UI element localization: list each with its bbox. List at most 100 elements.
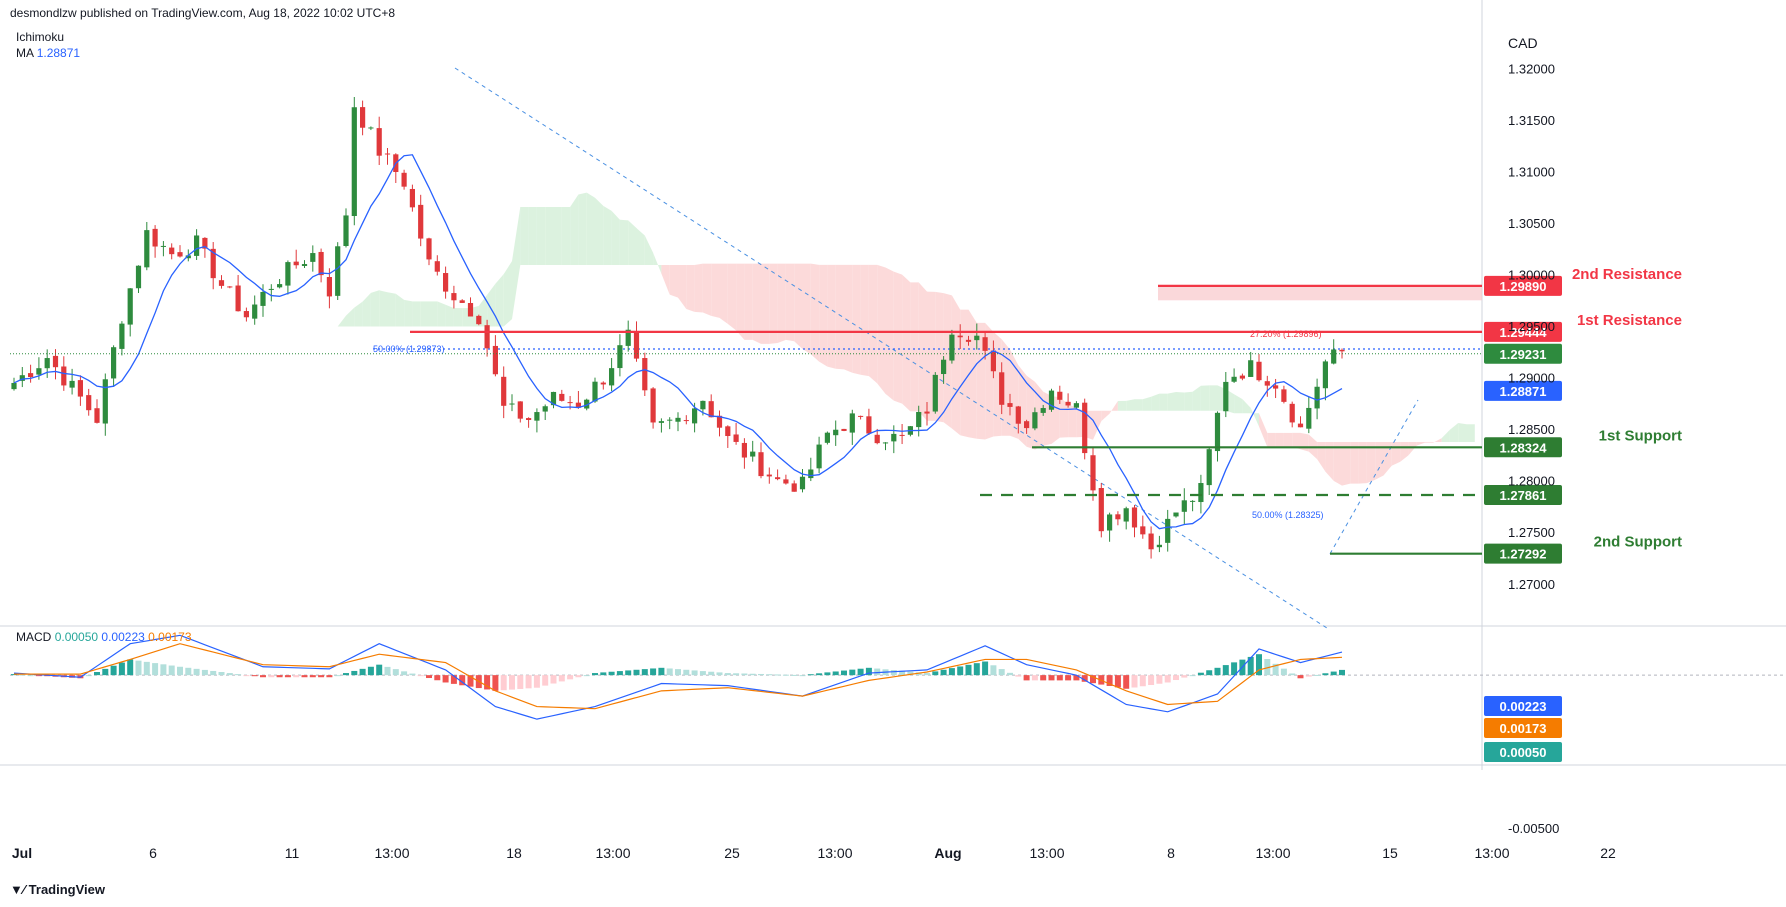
moving-average xyxy=(13,154,1343,530)
candle-body xyxy=(866,416,872,434)
candle-body xyxy=(61,366,67,386)
cloud-segment xyxy=(611,210,620,266)
candle-body xyxy=(467,303,474,317)
level-price-badge xyxy=(1484,437,1562,458)
macd-histogram-bar xyxy=(1222,665,1229,676)
macd-histogram-bar xyxy=(1156,675,1163,684)
macd-histogram-bar xyxy=(907,671,914,676)
cloud-segment xyxy=(868,264,878,384)
candle-body xyxy=(368,127,374,129)
macd-histogram-bar xyxy=(525,675,532,689)
candle-body xyxy=(1107,514,1113,531)
cloud-segment xyxy=(536,207,546,266)
macd-histogram-bar xyxy=(168,665,175,676)
cloud-segment xyxy=(586,192,595,266)
macd-histogram-bar xyxy=(276,675,283,678)
resistance-zone xyxy=(1158,285,1482,301)
cloud-segment xyxy=(512,207,521,320)
macd-legend[interactable]: MACD 0.00050 0.00223 0.00173 xyxy=(16,630,192,644)
candle-body xyxy=(310,253,316,262)
macd-histogram-bar xyxy=(1031,675,1038,681)
macd-histogram-bar xyxy=(766,674,773,676)
candle-body xyxy=(1281,389,1287,402)
macd-histogram-bar xyxy=(409,673,416,676)
cloud-segment xyxy=(702,263,712,316)
candle-body xyxy=(517,401,523,419)
candle-body xyxy=(633,331,640,359)
cloud-segment xyxy=(1300,432,1309,452)
candle-body xyxy=(1239,375,1245,379)
cloud-segment xyxy=(1093,410,1102,440)
candle-body xyxy=(1214,412,1221,452)
ichimoku-legend[interactable]: Ichimoku xyxy=(16,30,65,44)
candle-body xyxy=(534,412,540,421)
level-price-badge xyxy=(1484,321,1562,342)
price-tick-label: 1.29000 xyxy=(1508,371,1555,386)
candle-body xyxy=(667,419,673,421)
fib-label: 27.20% (1.29896) xyxy=(1250,329,1322,339)
macd-histogram-bar xyxy=(185,667,192,676)
cloud-segment xyxy=(835,264,844,370)
macd-histogram-bar xyxy=(442,675,449,683)
macd-badge xyxy=(1484,696,1562,716)
cloud-segment xyxy=(271,385,280,391)
level-price-badge xyxy=(1484,275,1562,296)
macd-histogram-bar xyxy=(749,673,756,676)
macd-histogram-bar xyxy=(517,675,524,689)
cloud-segment xyxy=(1325,441,1334,481)
macd-histogram-bar xyxy=(118,662,125,676)
macd-histogram-bar xyxy=(351,670,358,676)
candle-body xyxy=(509,403,515,405)
tradingview-logo[interactable]: ▼⁄ TradingView xyxy=(10,882,105,897)
macd-histogram-bar xyxy=(832,671,839,676)
cloud-segment xyxy=(520,207,529,266)
cloud-segment xyxy=(196,375,205,380)
cloud-segment xyxy=(362,292,371,327)
macd-histogram-bar xyxy=(741,673,748,676)
cloud-segment xyxy=(1250,407,1259,427)
ma-legend[interactable]: MA 1.28871 xyxy=(16,46,80,60)
candle-body xyxy=(210,248,216,279)
cloud-segment xyxy=(1267,432,1276,447)
level-name: 1st Support xyxy=(1599,427,1682,444)
candle-body xyxy=(725,426,731,437)
candle-body xyxy=(351,107,357,217)
macd-histogram-bar xyxy=(1081,675,1088,682)
axes: CAD1.320001.315001.310001.305001.300001.… xyxy=(12,35,1616,861)
macd-histogram-bar xyxy=(1330,671,1337,676)
macd-histogram-bar xyxy=(932,671,939,676)
candle-body xyxy=(982,337,988,351)
macd-histogram-bar xyxy=(1256,654,1262,676)
cloud-segment xyxy=(570,194,579,266)
macd-signal-line xyxy=(14,643,1343,710)
candle-body xyxy=(559,393,565,401)
macd-histogram-bar xyxy=(633,669,640,676)
macd-histogram-bar xyxy=(384,666,391,676)
candle-body xyxy=(808,469,814,479)
candle-body xyxy=(384,153,391,155)
macd-badge-label: 0.00223 xyxy=(1500,699,1547,714)
macd-histogram-bar xyxy=(434,675,441,681)
candle-body xyxy=(135,265,142,289)
macd-histogram-bar xyxy=(1264,659,1271,676)
cloud-segment xyxy=(495,274,504,327)
candle-body xyxy=(1123,508,1129,522)
cloud-segment xyxy=(810,263,820,362)
macd-histogram-bar xyxy=(799,675,806,677)
candle-body xyxy=(1206,449,1212,486)
cloud-segment xyxy=(379,290,388,327)
macd-histogram-bar xyxy=(982,661,989,676)
cloud-segment xyxy=(727,263,737,331)
cloud-segment xyxy=(1275,432,1284,447)
macd-histogram-bar xyxy=(1206,670,1213,676)
cloud-segment xyxy=(1200,385,1210,411)
candle-body xyxy=(692,408,698,424)
cloud-segment xyxy=(246,377,255,385)
candle-body xyxy=(1198,483,1204,503)
macd-histogram-bar xyxy=(899,670,906,676)
candle-body xyxy=(741,442,747,458)
macd-histogram-bar xyxy=(193,668,200,676)
candle-body xyxy=(293,261,299,266)
macd-histogram-bar xyxy=(1297,675,1304,679)
